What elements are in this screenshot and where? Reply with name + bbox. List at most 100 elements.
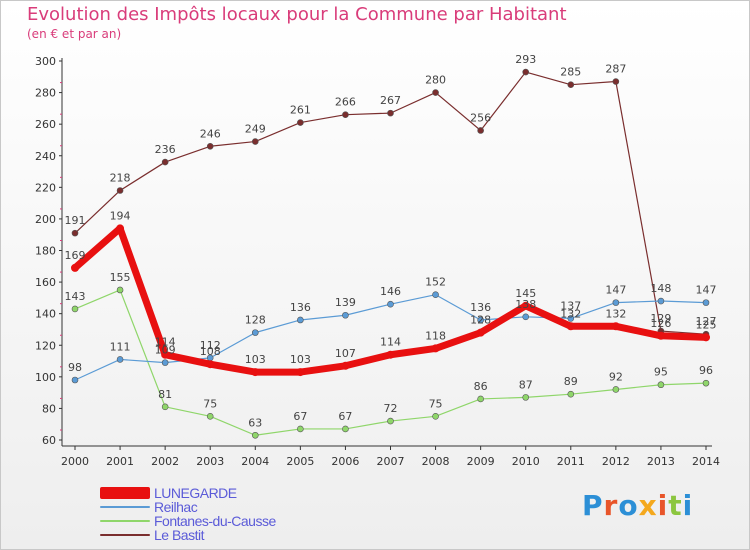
y-tick-label: 120 — [35, 339, 56, 352]
data-label: 145 — [515, 287, 536, 300]
data-label: 267 — [380, 94, 401, 107]
data-point — [657, 297, 665, 305]
legend-label: Fontanes-du-Causse — [154, 513, 276, 529]
data-point — [71, 229, 79, 237]
y-tick-label: 140 — [35, 308, 56, 321]
logo-letter: P — [582, 489, 604, 522]
data-point — [702, 333, 710, 342]
data-point — [522, 313, 530, 321]
x-tick-label: 2003 — [196, 455, 224, 468]
data-label: 89 — [564, 375, 578, 388]
y-tick-label: 260 — [35, 118, 56, 131]
y-tick-label: 200 — [35, 213, 56, 226]
data-label: 95 — [654, 366, 668, 379]
data-label: 107 — [335, 347, 356, 360]
data-label: 87 — [519, 378, 533, 391]
data-label: 112 — [200, 339, 221, 352]
logo-letter: t — [668, 489, 683, 522]
data-point — [432, 413, 439, 420]
data-point — [702, 299, 710, 306]
legend-swatch — [100, 534, 150, 536]
data-point — [702, 379, 710, 387]
data-label: 155 — [110, 271, 131, 284]
data-point — [611, 322, 620, 331]
data-point — [116, 286, 124, 294]
data-label: 249 — [245, 123, 266, 136]
data-point — [161, 350, 170, 359]
logo-letter: r — [603, 489, 619, 522]
logo-letter: x — [638, 489, 658, 522]
legend-item: Reilhac — [100, 499, 276, 515]
data-label: 246 — [200, 127, 221, 140]
data-point — [477, 127, 484, 134]
data-label: 280 — [425, 74, 446, 87]
y-tick-label: 220 — [35, 181, 56, 194]
data-point — [521, 301, 530, 310]
y-tick-label: 240 — [35, 150, 56, 163]
chart-legend: LUNEGARDE Reilhac Fontanes-du-Causse Le Bas… — [100, 485, 276, 543]
data-point — [612, 78, 620, 85]
data-label: 92 — [609, 370, 623, 383]
data-label: 81 — [158, 388, 172, 401]
data-point — [251, 431, 259, 439]
data-point — [71, 263, 79, 272]
logo-letter: i — [682, 489, 694, 522]
data-label: 96 — [699, 364, 713, 377]
data-point — [387, 109, 394, 117]
legend-label: LUNEGARDE — [154, 485, 237, 501]
data-point — [206, 142, 214, 150]
data-label: 169 — [65, 249, 86, 262]
x-tick-label: 2012 — [602, 455, 630, 468]
data-point — [297, 425, 304, 433]
data-point — [251, 138, 259, 145]
legend-swatch — [100, 506, 150, 508]
legend-item: Le Bastit — [100, 527, 276, 543]
data-point — [161, 359, 169, 366]
data-label: 293 — [515, 53, 536, 66]
data-label: 72 — [384, 402, 398, 415]
data-label: 148 — [650, 282, 671, 295]
x-tick-label: 2002 — [151, 455, 179, 468]
legend-item: LUNEGARDE — [100, 485, 276, 501]
data-point — [656, 331, 665, 340]
data-point — [432, 291, 439, 299]
data-label: 118 — [425, 329, 446, 342]
data-point — [386, 350, 395, 359]
legend-label: Reilhac — [154, 499, 198, 515]
data-point — [71, 376, 79, 384]
data-point — [567, 315, 575, 322]
data-label: 191 — [65, 214, 86, 227]
data-point — [296, 368, 305, 377]
data-label: 136 — [470, 301, 491, 314]
data-label: 103 — [290, 353, 311, 366]
data-label: 103 — [245, 353, 266, 366]
data-point — [297, 119, 304, 126]
data-label: 261 — [290, 104, 311, 117]
data-label: 128 — [245, 314, 266, 327]
data-label: 128 — [470, 314, 491, 327]
data-point — [432, 89, 439, 96]
data-label: 143 — [65, 290, 86, 303]
data-point — [161, 403, 169, 411]
data-label: 63 — [248, 416, 262, 429]
data-point — [387, 417, 394, 425]
data-label: 137 — [560, 299, 581, 312]
data-label: 109 — [155, 344, 176, 357]
data-point — [567, 390, 575, 398]
data-point — [657, 381, 665, 389]
data-label: 287 — [605, 63, 626, 76]
chart-title: Evolution des Impôts locaux pour la Comm… — [27, 4, 567, 25]
data-label: 218 — [110, 171, 131, 184]
data-label: 111 — [110, 340, 131, 353]
data-point — [116, 356, 124, 363]
data-label: 266 — [335, 96, 356, 109]
data-point — [567, 81, 575, 88]
y-tick-label: 100 — [35, 371, 56, 384]
data-point — [251, 329, 259, 336]
data-label: 236 — [155, 143, 176, 156]
y-tick-label: 280 — [35, 87, 56, 100]
data-point — [522, 394, 530, 401]
data-point — [522, 68, 530, 76]
data-label: 127 — [696, 315, 717, 328]
